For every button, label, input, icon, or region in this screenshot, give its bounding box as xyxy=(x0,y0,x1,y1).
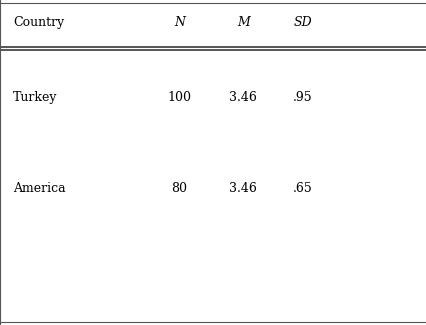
Text: 3.46: 3.46 xyxy=(229,91,257,104)
Text: .95: .95 xyxy=(293,91,312,104)
Text: SD: SD xyxy=(293,16,312,29)
Text: 80: 80 xyxy=(171,182,187,195)
Text: .65: .65 xyxy=(293,182,312,195)
Text: 100: 100 xyxy=(167,91,191,104)
Text: 3.46: 3.46 xyxy=(229,182,257,195)
Text: N: N xyxy=(173,16,184,29)
Text: America: America xyxy=(13,182,65,195)
Text: Country: Country xyxy=(13,16,64,29)
Text: M: M xyxy=(236,16,249,29)
Text: Turkey: Turkey xyxy=(13,91,57,104)
